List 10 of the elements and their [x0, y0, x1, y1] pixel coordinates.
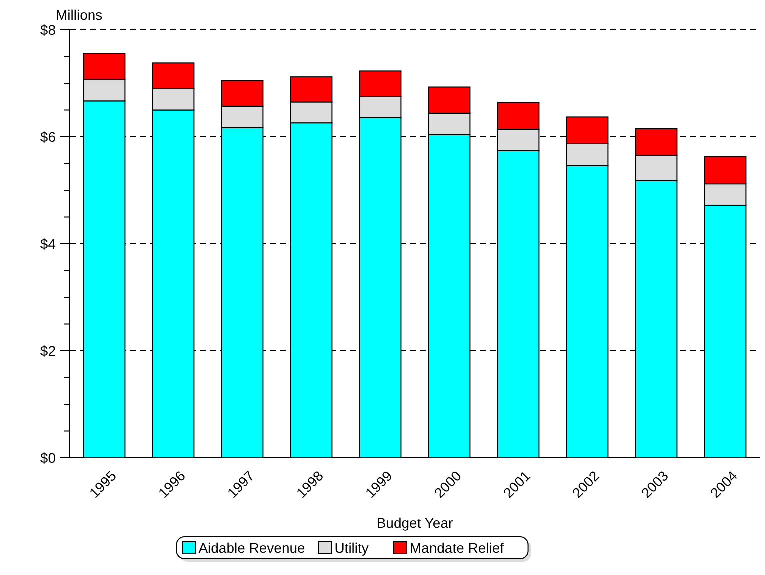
y-tick-label: $8	[40, 22, 56, 38]
y-axis-title: Millions	[56, 7, 103, 23]
x-axis-title: Budget Year	[376, 515, 454, 531]
y-tick-label: $2	[40, 342, 56, 359]
y-tick-label: $0	[40, 450, 56, 466]
legend-label: Utility	[334, 540, 369, 556]
legend-label: Aidable Revenue	[198, 540, 306, 556]
y-tick-label: $6	[40, 128, 56, 145]
legend-label: Mandate Relief	[410, 540, 504, 556]
y-tick-label: $4	[40, 236, 56, 252]
